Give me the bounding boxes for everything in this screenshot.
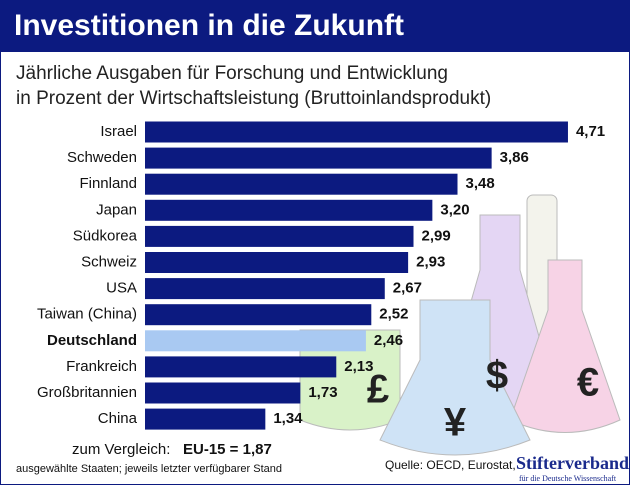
value-label: 2,52 [379,306,408,323]
category-label: Deutschland [47,332,137,349]
decor-symbols: £ $ ¥ € [367,354,599,445]
bar [145,304,372,326]
value-label: 2,93 [416,253,445,270]
value-label: 1,34 [273,410,303,427]
title-bar [0,0,630,52]
category-label: Japan [96,201,137,218]
subtitle: Jährliche Ausgaben für Forschung und Ent… [16,63,448,84]
flask [379,299,531,456]
currency-symbol: € [577,361,599,405]
value-label: 2,67 [393,280,422,297]
currency-symbol: £ [367,368,389,412]
category-label: Schweiz [81,253,137,270]
value-label: 2,13 [344,358,373,375]
decor-flasks [299,194,621,456]
note: ausgewählte Staaten; jeweils letzter ver… [16,463,282,475]
category-label: Südkorea [73,227,138,244]
comparison-prefix: zum Vergleich: [72,441,170,458]
bar [145,278,385,300]
currency-symbol: ¥ [444,401,467,445]
value-label: 1,73 [308,384,337,401]
currency-symbol: $ [486,354,508,398]
bar [145,408,266,430]
category-label: USA [106,280,137,297]
bar [145,382,301,404]
subtitle: in Prozent der Wirtschaftsleistung (Brut… [16,88,491,109]
bar [145,121,568,143]
publisher-sub: für die Deutsche Wissenschaft [519,474,617,483]
category-label: China [98,410,138,427]
bar [145,147,492,169]
category-label: Schweden [67,149,137,166]
publisher: Stifterverband [516,453,629,473]
bar [145,330,366,352]
source: Quelle: OECD, Eurostat, [385,458,516,472]
bar [145,225,414,247]
bars: Israel 4,71 Schweden 3,86 Finnland 3,48 Japan 3… [37,121,605,430]
value-label: 4,71 [576,123,605,140]
comparison: EU-15 = 1,87 [183,441,272,458]
category-label: Taiwan (China) [37,306,137,323]
value-label: 3,20 [440,201,469,218]
bar [145,199,433,221]
category-label: Israel [100,123,137,140]
category-label: Finnland [79,175,137,192]
chart-title: Investitionen in die Zukunft [14,9,404,42]
bar [145,356,337,378]
value-label: 2,99 [422,227,451,244]
value-label: 3,48 [466,175,495,192]
value-label: 2,46 [374,332,403,349]
category-label: Großbritannien [37,384,137,401]
category-label: Frankreich [66,358,137,375]
value-label: 3,86 [500,149,529,166]
bar [145,252,409,273]
bar [145,173,458,195]
